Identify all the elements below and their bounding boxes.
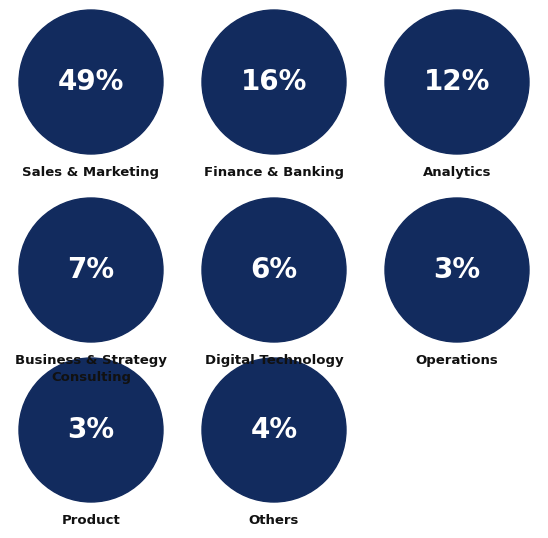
Text: Product: Product [61,514,121,527]
Circle shape [202,358,346,502]
Circle shape [19,358,163,502]
Text: 4%: 4% [250,416,298,444]
Circle shape [385,10,529,154]
Circle shape [202,198,346,342]
Text: 3%: 3% [67,416,115,444]
Text: Sales & Marketing: Sales & Marketing [22,166,159,179]
Text: Finance & Banking: Finance & Banking [204,166,344,179]
Text: Digital Technology: Digital Technology [205,354,343,367]
Text: Operations: Operations [415,354,498,367]
Text: Analytics: Analytics [423,166,491,179]
Circle shape [19,10,163,154]
Circle shape [202,10,346,154]
Text: 12%: 12% [424,68,490,96]
Circle shape [19,198,163,342]
Text: 6%: 6% [250,256,298,284]
Text: 49%: 49% [58,68,124,96]
Text: 7%: 7% [67,256,115,284]
Text: Others: Others [249,514,299,527]
Text: 16%: 16% [241,68,307,96]
Text: 3%: 3% [433,256,481,284]
Text: Business & Strategy
Consulting: Business & Strategy Consulting [15,354,167,384]
Circle shape [385,198,529,342]
